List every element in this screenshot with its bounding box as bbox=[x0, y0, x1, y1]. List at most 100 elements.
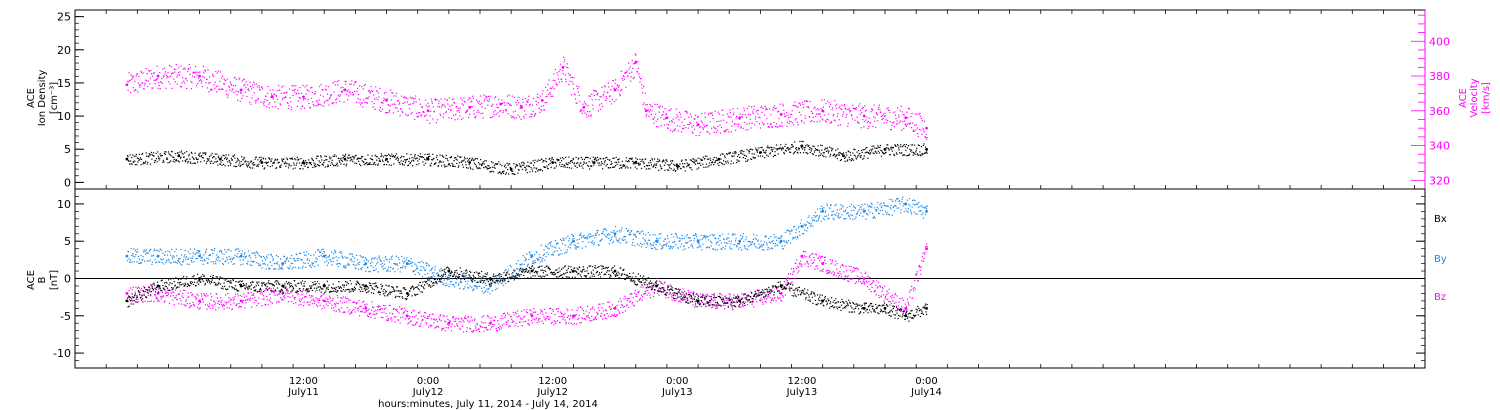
by-sample bbox=[441, 281, 443, 283]
by-sample bbox=[239, 259, 241, 261]
density-sample bbox=[329, 164, 332, 167]
by-sample bbox=[690, 239, 693, 241]
density-sample bbox=[563, 158, 565, 160]
by-sample bbox=[831, 210, 833, 213]
velocity-sample bbox=[617, 89, 619, 91]
by-sample bbox=[463, 275, 466, 277]
velocity-sample bbox=[764, 114, 766, 116]
density-sample bbox=[790, 146, 792, 148]
by-point-20 bbox=[904, 202, 908, 206]
bz-sample bbox=[168, 302, 171, 304]
by-sample bbox=[361, 268, 363, 271]
density-sample bbox=[659, 164, 661, 166]
by-sample bbox=[537, 258, 539, 260]
velocity-sample bbox=[322, 95, 324, 98]
density-sample bbox=[699, 158, 701, 160]
density-sample bbox=[351, 155, 353, 157]
by-sample bbox=[520, 264, 522, 266]
velocity-sample bbox=[345, 83, 347, 85]
velocity-sample bbox=[897, 122, 899, 125]
magnetic-field-points bbox=[125, 196, 928, 333]
by-sample bbox=[381, 262, 384, 265]
density-sample bbox=[444, 166, 446, 168]
density-sample bbox=[411, 165, 414, 167]
by-sample bbox=[596, 232, 599, 234]
by-sample bbox=[690, 245, 692, 247]
density-sample bbox=[669, 167, 671, 169]
by-sample bbox=[666, 235, 669, 237]
velocity-point-24 bbox=[904, 116, 908, 120]
density-sample bbox=[205, 162, 208, 164]
density-sample bbox=[680, 167, 682, 170]
density-sample bbox=[718, 164, 720, 167]
by-sample bbox=[254, 254, 256, 256]
velocity-sample bbox=[822, 119, 824, 121]
density-sample bbox=[540, 168, 542, 171]
density-sample bbox=[416, 164, 418, 166]
density-sample bbox=[656, 163, 658, 165]
velocity-sample bbox=[193, 76, 196, 78]
by-sample bbox=[649, 243, 651, 245]
by-sample bbox=[874, 207, 876, 209]
by-sample bbox=[627, 230, 629, 232]
by-sample bbox=[788, 231, 791, 233]
by-sample bbox=[453, 283, 455, 286]
velocity-sample bbox=[227, 96, 229, 98]
density-sample bbox=[275, 167, 278, 169]
by-sample bbox=[408, 260, 410, 262]
by-sample bbox=[397, 256, 400, 259]
by-sample bbox=[468, 287, 470, 289]
velocity-sample bbox=[210, 89, 212, 91]
bz-sample bbox=[180, 303, 183, 305]
density-sample bbox=[246, 164, 248, 167]
density-sample bbox=[269, 166, 271, 168]
by-sample bbox=[774, 245, 776, 247]
density-sample bbox=[685, 159, 687, 161]
by-sample bbox=[303, 254, 306, 256]
by-sample bbox=[764, 241, 766, 243]
velocity-sample bbox=[552, 79, 554, 81]
by-sample bbox=[704, 237, 707, 239]
velocity-sample bbox=[469, 113, 471, 116]
by-sample bbox=[258, 255, 261, 257]
velocity-sample bbox=[561, 80, 563, 83]
velocity-sample bbox=[514, 110, 516, 112]
velocity-sample bbox=[254, 100, 256, 102]
density-sample bbox=[723, 163, 725, 166]
density-sample bbox=[339, 158, 342, 160]
by-sample bbox=[518, 268, 520, 270]
velocity-sample bbox=[455, 114, 457, 116]
by-sample bbox=[396, 263, 398, 265]
velocity-sample bbox=[195, 71, 197, 73]
density-sample bbox=[377, 164, 379, 166]
velocity-sample bbox=[393, 95, 395, 97]
velocity-sample bbox=[477, 109, 479, 111]
velocity-sample bbox=[310, 97, 312, 99]
by-sample bbox=[619, 238, 621, 240]
density-sample bbox=[127, 160, 130, 162]
density-sample bbox=[561, 160, 563, 162]
density-sample bbox=[808, 144, 810, 147]
by-sample bbox=[226, 256, 228, 259]
density-sample bbox=[248, 163, 250, 165]
density-sample bbox=[158, 157, 160, 159]
by-sample bbox=[356, 264, 358, 266]
density-sample bbox=[826, 148, 828, 150]
density-sample bbox=[647, 168, 649, 170]
velocity-sample bbox=[213, 84, 215, 86]
velocity-sample bbox=[836, 103, 838, 105]
density-sample bbox=[661, 167, 663, 169]
density-sample bbox=[577, 162, 579, 164]
velocity-sample bbox=[868, 126, 870, 128]
velocity-sample bbox=[208, 76, 211, 78]
velocity-sample bbox=[809, 100, 811, 103]
by-sample bbox=[680, 243, 683, 245]
by-sample bbox=[765, 236, 767, 238]
by-sample bbox=[715, 238, 717, 240]
velocity-sample bbox=[525, 104, 527, 106]
velocity-sample bbox=[661, 106, 663, 108]
by-sample bbox=[641, 243, 643, 246]
by-sample bbox=[161, 261, 163, 264]
by-sample bbox=[429, 270, 431, 272]
velocity-sample bbox=[257, 99, 259, 101]
